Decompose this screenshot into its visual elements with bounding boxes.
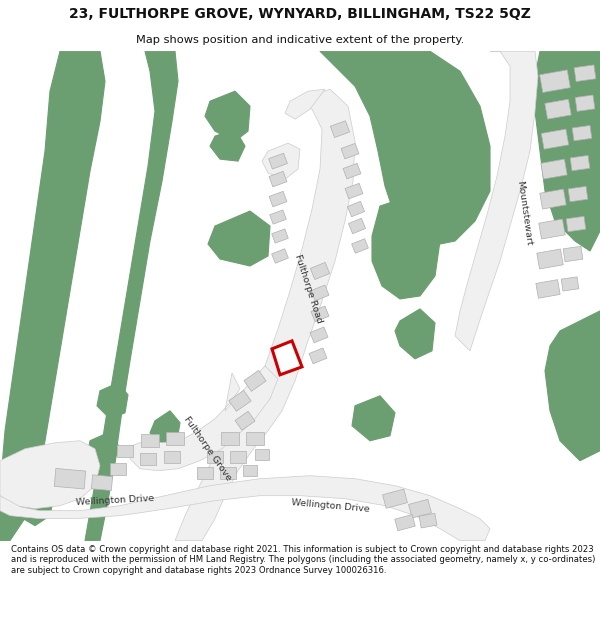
Polygon shape bbox=[210, 129, 245, 161]
Polygon shape bbox=[568, 186, 588, 202]
Text: Map shows position and indicative extent of the property.: Map shows position and indicative extent… bbox=[136, 35, 464, 45]
Polygon shape bbox=[345, 183, 363, 199]
Polygon shape bbox=[110, 462, 126, 475]
Polygon shape bbox=[419, 513, 437, 528]
Text: Wellington Drive: Wellington Drive bbox=[290, 498, 370, 514]
Polygon shape bbox=[563, 246, 583, 262]
Text: Fulthorpe Road: Fulthorpe Road bbox=[293, 253, 323, 324]
Polygon shape bbox=[570, 156, 590, 171]
Text: Mountstewart: Mountstewart bbox=[515, 180, 533, 246]
Polygon shape bbox=[535, 51, 600, 251]
Polygon shape bbox=[235, 411, 255, 430]
Polygon shape bbox=[311, 285, 329, 301]
Polygon shape bbox=[220, 467, 236, 479]
Polygon shape bbox=[341, 143, 359, 159]
Polygon shape bbox=[545, 311, 600, 461]
Polygon shape bbox=[545, 99, 571, 119]
Polygon shape bbox=[150, 411, 180, 446]
Polygon shape bbox=[285, 89, 325, 119]
Polygon shape bbox=[87, 432, 118, 469]
Polygon shape bbox=[269, 153, 287, 169]
Polygon shape bbox=[0, 51, 105, 541]
Polygon shape bbox=[311, 306, 329, 322]
Polygon shape bbox=[164, 451, 180, 462]
Polygon shape bbox=[309, 348, 327, 364]
Polygon shape bbox=[255, 449, 269, 460]
Polygon shape bbox=[541, 159, 567, 179]
Polygon shape bbox=[0, 441, 100, 509]
Polygon shape bbox=[205, 91, 250, 141]
Polygon shape bbox=[572, 126, 592, 141]
Polygon shape bbox=[575, 95, 595, 111]
Polygon shape bbox=[272, 341, 302, 375]
Polygon shape bbox=[383, 489, 407, 508]
Polygon shape bbox=[269, 191, 287, 207]
Polygon shape bbox=[54, 469, 86, 489]
Polygon shape bbox=[343, 163, 361, 179]
Polygon shape bbox=[230, 451, 246, 462]
Polygon shape bbox=[310, 262, 329, 279]
Polygon shape bbox=[539, 219, 565, 239]
Polygon shape bbox=[272, 249, 289, 263]
Polygon shape bbox=[229, 391, 251, 411]
Polygon shape bbox=[140, 452, 156, 465]
Polygon shape bbox=[85, 51, 178, 541]
Text: Wellington Drive: Wellington Drive bbox=[76, 494, 154, 508]
Polygon shape bbox=[269, 171, 287, 187]
Polygon shape bbox=[455, 51, 538, 351]
Polygon shape bbox=[395, 309, 435, 359]
Polygon shape bbox=[207, 451, 223, 462]
Polygon shape bbox=[117, 445, 133, 457]
Polygon shape bbox=[561, 277, 579, 291]
Polygon shape bbox=[352, 396, 395, 441]
Polygon shape bbox=[566, 216, 586, 232]
Polygon shape bbox=[221, 432, 239, 445]
Polygon shape bbox=[409, 499, 431, 518]
Text: Contains OS data © Crown copyright and database right 2021. This information is : Contains OS data © Crown copyright and d… bbox=[11, 545, 595, 574]
Polygon shape bbox=[352, 239, 368, 253]
Polygon shape bbox=[208, 211, 270, 266]
Polygon shape bbox=[537, 249, 563, 269]
Polygon shape bbox=[243, 465, 257, 476]
Polygon shape bbox=[395, 514, 415, 531]
Polygon shape bbox=[262, 143, 300, 179]
Polygon shape bbox=[246, 432, 264, 445]
Polygon shape bbox=[272, 229, 288, 243]
Polygon shape bbox=[91, 475, 113, 491]
Polygon shape bbox=[536, 279, 560, 298]
Polygon shape bbox=[0, 476, 490, 541]
Polygon shape bbox=[347, 201, 365, 217]
Polygon shape bbox=[130, 366, 278, 471]
Polygon shape bbox=[539, 70, 571, 92]
Text: 23, FULTHORPE GROVE, WYNYARD, BILLINGHAM, TS22 5QZ: 23, FULTHORPE GROVE, WYNYARD, BILLINGHAM… bbox=[69, 8, 531, 21]
Polygon shape bbox=[175, 89, 355, 541]
Polygon shape bbox=[97, 383, 128, 419]
Polygon shape bbox=[320, 51, 490, 246]
Polygon shape bbox=[540, 189, 566, 209]
Polygon shape bbox=[310, 327, 328, 342]
Polygon shape bbox=[244, 371, 266, 391]
Polygon shape bbox=[270, 210, 286, 224]
Polygon shape bbox=[574, 65, 596, 81]
Polygon shape bbox=[349, 218, 365, 234]
Polygon shape bbox=[141, 434, 159, 447]
Text: Fulthorpe Grove: Fulthorpe Grove bbox=[182, 415, 233, 482]
Polygon shape bbox=[541, 129, 569, 149]
Polygon shape bbox=[331, 121, 350, 138]
Polygon shape bbox=[166, 432, 184, 445]
Polygon shape bbox=[372, 196, 440, 299]
Polygon shape bbox=[18, 471, 55, 526]
Polygon shape bbox=[197, 467, 213, 479]
